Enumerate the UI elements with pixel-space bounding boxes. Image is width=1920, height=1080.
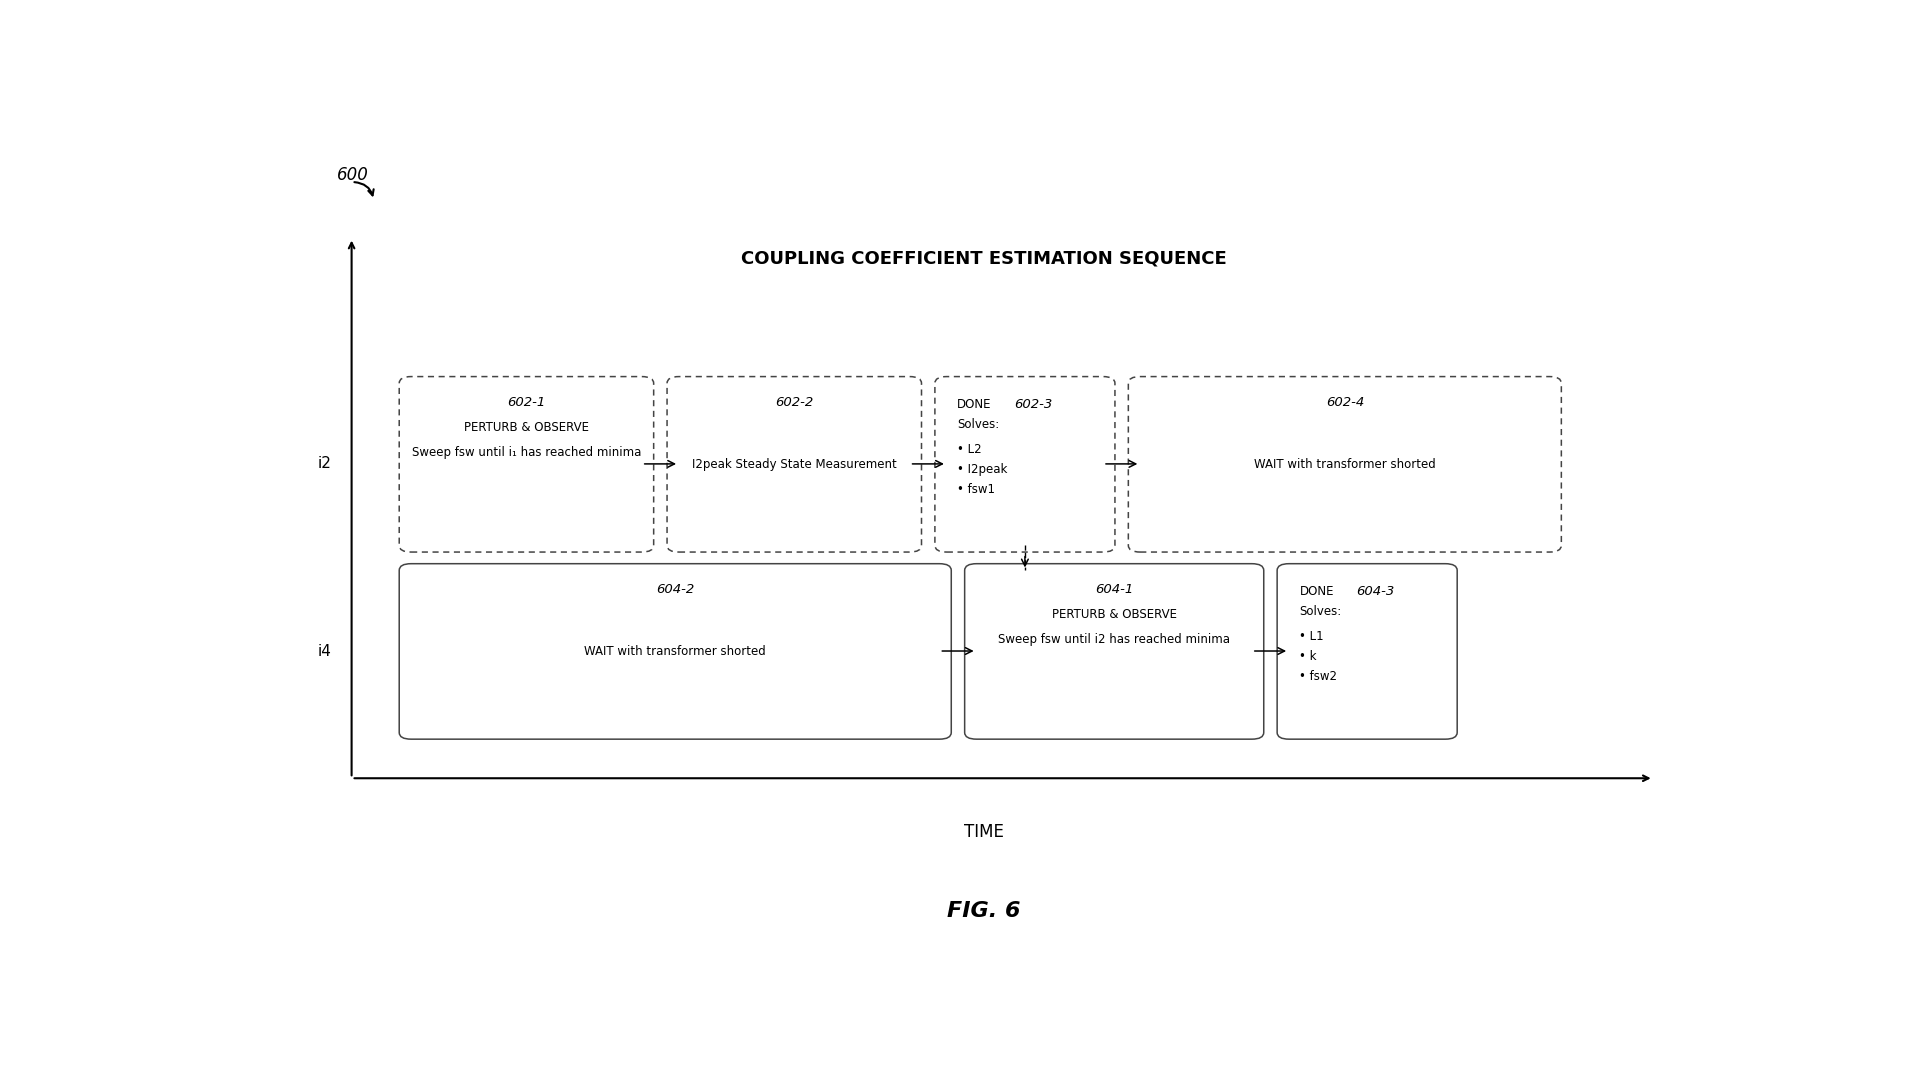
Text: i4: i4 [319,644,332,659]
Text: 604-2: 604-2 [657,583,695,596]
Text: DONE: DONE [958,399,993,411]
Text: • L1
• k
• fsw2: • L1 • k • fsw2 [1300,631,1338,684]
Text: TIME: TIME [964,823,1004,841]
Text: Solves:: Solves: [1300,605,1342,618]
Text: 602-2: 602-2 [776,395,814,408]
Text: Sweep fsw until i2 has reached minima: Sweep fsw until i2 has reached minima [998,633,1231,646]
Text: FIG. 6: FIG. 6 [947,902,1021,921]
Text: 604-3: 604-3 [1356,585,1394,598]
Text: I2peak Steady State Measurement: I2peak Steady State Measurement [691,458,897,471]
FancyBboxPatch shape [1129,377,1561,552]
FancyBboxPatch shape [1277,564,1457,739]
FancyBboxPatch shape [964,564,1263,739]
FancyBboxPatch shape [399,564,950,739]
FancyBboxPatch shape [399,377,653,552]
FancyBboxPatch shape [666,377,922,552]
Text: PERTURB & OBSERVE: PERTURB & OBSERVE [465,420,589,434]
Text: 602-4: 602-4 [1325,395,1363,408]
Text: 602-3: 602-3 [1014,399,1052,411]
Text: • L2
• I2peak
• fsw1: • L2 • I2peak • fsw1 [958,443,1008,496]
Text: 600: 600 [336,166,369,185]
Text: DONE: DONE [1300,585,1334,598]
Text: WAIT with transformer shorted: WAIT with transformer shorted [1254,458,1436,471]
Text: 604-1: 604-1 [1094,583,1133,596]
Text: WAIT with transformer shorted: WAIT with transformer shorted [584,645,766,658]
Text: COUPLING COEFFICIENT ESTIMATION SEQUENCE: COUPLING COEFFICIENT ESTIMATION SEQUENCE [741,249,1227,268]
Text: Sweep fsw until i₁ has reached minima: Sweep fsw until i₁ has reached minima [411,446,641,459]
Text: 602-1: 602-1 [507,395,545,408]
FancyBboxPatch shape [935,377,1116,552]
Text: Solves:: Solves: [958,418,1000,431]
Text: i2: i2 [319,457,332,471]
Text: PERTURB & OBSERVE: PERTURB & OBSERVE [1052,608,1177,621]
